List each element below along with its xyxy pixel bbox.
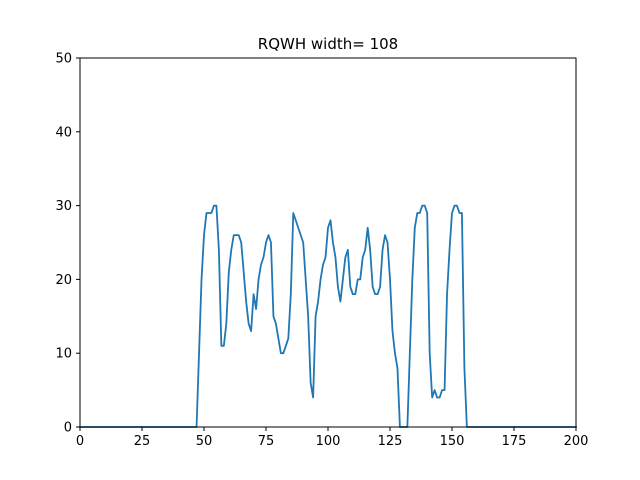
series-layer xyxy=(79,204,577,428)
y-tick-label: 10 xyxy=(55,347,72,362)
x-tick-label: 200 xyxy=(564,434,589,449)
x-tick-label: 50 xyxy=(196,434,213,449)
x-tick-label: 150 xyxy=(440,434,465,449)
y-tick-label: 20 xyxy=(55,273,72,288)
x-tick-label: 100 xyxy=(316,434,341,449)
series-line-0 xyxy=(79,204,577,428)
y-tick-label: 0 xyxy=(64,421,72,436)
y-axis: 0 10 20 30 40 50 xyxy=(55,52,80,436)
x-tick-label: 125 xyxy=(378,434,403,449)
chart-title: RQWH width= 108 xyxy=(258,35,398,53)
y-tick-label: 40 xyxy=(55,125,72,140)
y-tick-label: 30 xyxy=(55,199,72,214)
x-tick-label: 0 xyxy=(76,434,84,449)
x-tick-label: 25 xyxy=(134,434,151,449)
x-axis: 0 25 50 75 100 125 150 175 200 xyxy=(76,427,589,449)
x-tick-label: 175 xyxy=(502,434,527,449)
y-tick-label: 50 xyxy=(55,52,72,67)
x-tick-label: 75 xyxy=(258,434,275,449)
plot-area xyxy=(80,58,576,427)
